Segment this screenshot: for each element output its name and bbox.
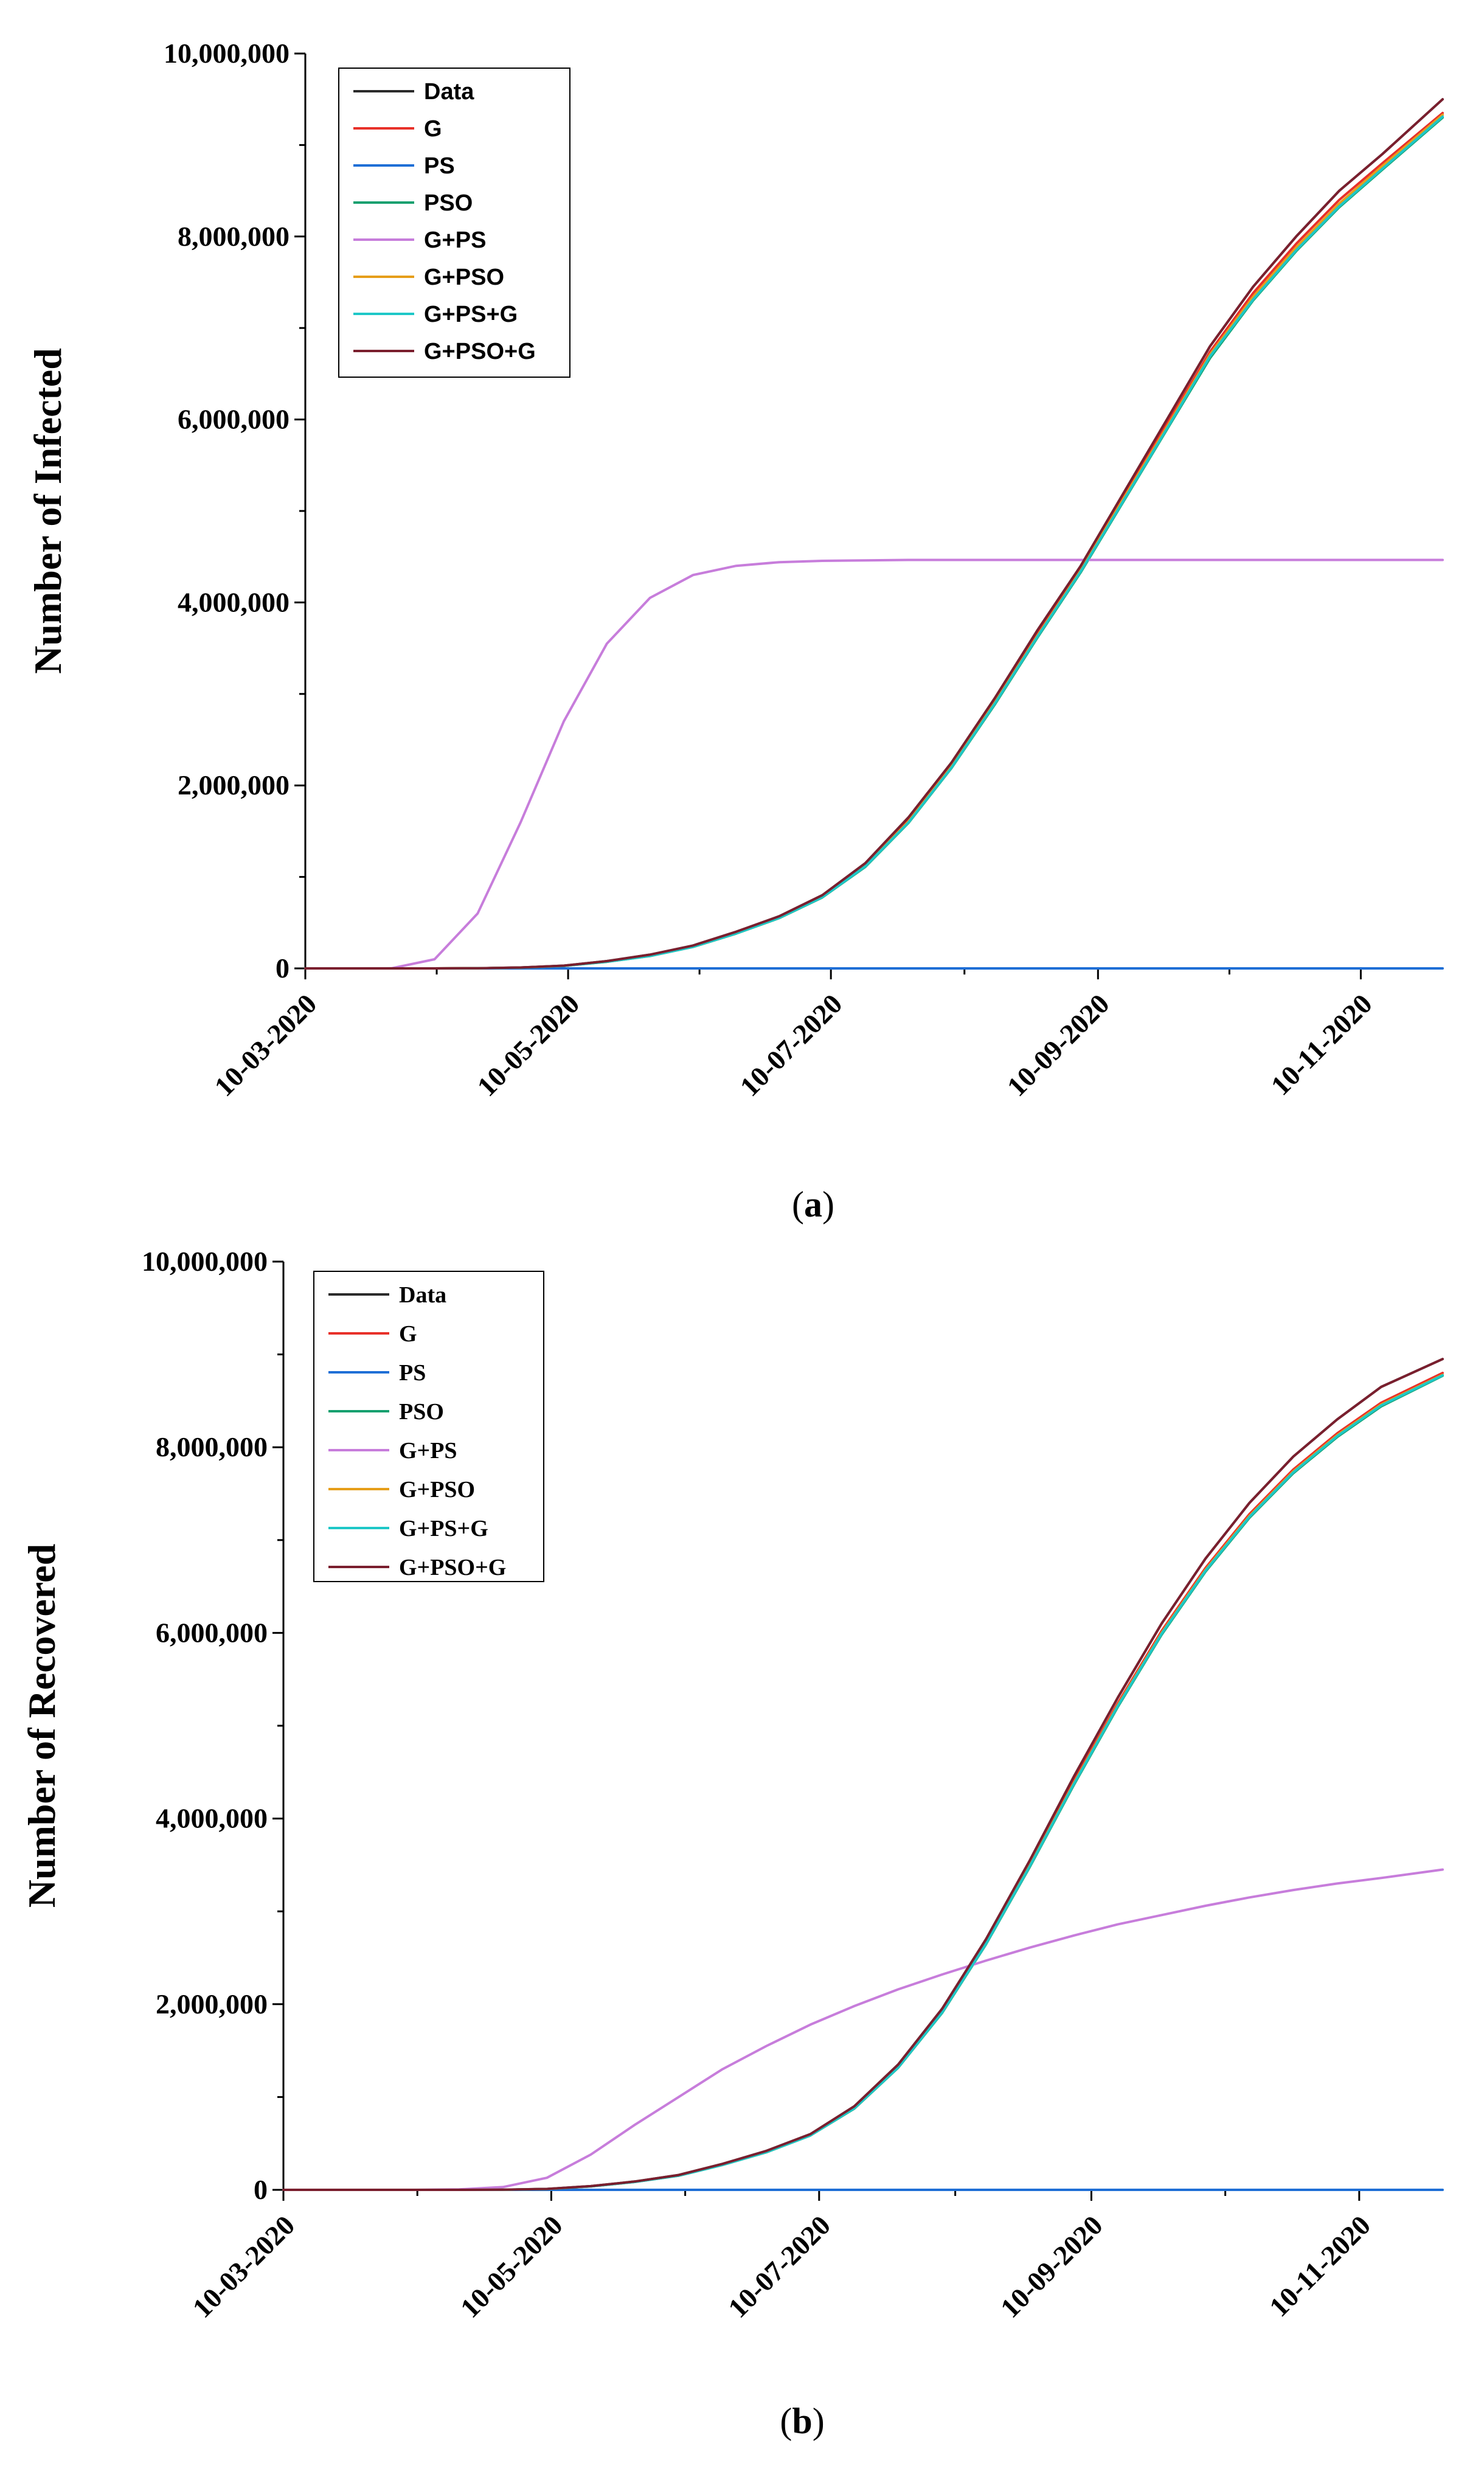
legend-box <box>313 1271 544 1582</box>
legend-label-g: G <box>399 1321 417 1347</box>
y-tick-label: 6,000,000 <box>156 1617 268 1648</box>
legend-label-g-plus-ps-plus-g: G+PS+G <box>399 1516 488 1541</box>
y-tick-label: 4,000,000 <box>156 1803 268 1834</box>
x-tick-label: 10-09-2020 <box>1001 988 1115 1102</box>
y-tick-label: 8,000,000 <box>178 221 290 252</box>
legend-label-g-plus-ps: G+PS <box>399 1438 457 1464</box>
y-tick-label: 10,000,000 <box>164 38 290 69</box>
series-line-g-plus-pso-plus-g <box>282 1358 1444 2191</box>
legend-label-g-plus-ps-plus-g: G+PS+G <box>424 302 518 327</box>
legend-label-pso: PSO <box>424 190 473 216</box>
series-line-g-plus-ps <box>304 558 1444 970</box>
legend: Data G PS PSO G+PS G+PSO G+PS+G G+PSO+G <box>338 68 570 378</box>
legend: Data G PS PSO G+PS G+PSO G+PS+G G+PSO+G <box>313 1271 544 1582</box>
legend-label-g: G <box>424 116 442 142</box>
legend-label-data: Data <box>399 1282 446 1308</box>
x-tick-label: 10-09-2020 <box>994 2209 1109 2324</box>
legend-label-data: Data <box>424 79 474 105</box>
legend-label-ps: PS <box>399 1360 426 1386</box>
y-axis-title: Number of Infected <box>26 348 69 674</box>
y-tick-label: 0 <box>254 2174 268 2205</box>
panel-label: (b) <box>780 2401 824 2441</box>
x-tick-label: 10-05-2020 <box>454 2209 569 2324</box>
series-line-g-plus-ps <box>282 1868 1444 2191</box>
x-tick-label: 10-03-2020 <box>186 2209 300 2324</box>
y-tick-label: 10,000,000 <box>142 1246 268 1277</box>
legend-label-g-plus-pso-plus-g: G+PSO+G <box>399 1555 506 1580</box>
panel-label: (a) <box>792 1184 834 1224</box>
legend-label-g-plus-pso: G+PSO <box>399 1477 475 1502</box>
y-tick-label: 2,000,000 <box>156 1989 268 2020</box>
x-tick-label: 10-05-2020 <box>471 988 586 1102</box>
x-tick-label: 10-07-2020 <box>734 988 848 1102</box>
x-tick-label: 10-03-2020 <box>208 988 322 1102</box>
y-tick-label: 2,000,000 <box>178 769 290 801</box>
legend-label-g-plus-pso-plus-g: G+PSO+G <box>424 339 536 364</box>
x-tick-label: 10-11-2020 <box>1263 2209 1376 2322</box>
y-tick-label: 6,000,000 <box>178 404 290 435</box>
series-line-g-plus-pso-plus-g <box>304 98 1444 970</box>
x-tick-label: 10-11-2020 <box>1265 988 1378 1101</box>
y-tick-label: 0 <box>276 953 290 984</box>
y-tick-label: 4,000,000 <box>178 586 290 617</box>
legend-label-g-plus-pso: G+PSO <box>424 265 504 290</box>
legend-box <box>338 68 570 378</box>
legend-label-g-plus-ps: G+PS <box>424 228 486 253</box>
y-axis-title: Number of Recovered <box>20 1544 63 1908</box>
chart-panel-a: 0 2,000,000 4,000,000 6,000,000 8,000,000 10,… <box>26 38 1444 1224</box>
legend-label-pso: PSO <box>399 1399 444 1425</box>
x-tick-label: 10-07-2020 <box>722 2209 836 2324</box>
y-tick-label: 8,000,000 <box>156 1431 268 1462</box>
legend-label-ps: PS <box>424 153 455 179</box>
chart-panel-b: 0 2,000,000 4,000,000 6,000,000 8,000,000 10,… <box>20 1246 1444 2441</box>
